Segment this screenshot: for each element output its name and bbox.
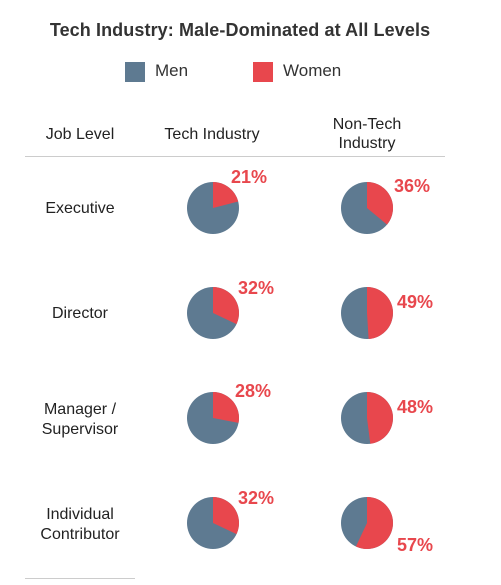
legend-label-men: Men [155, 61, 189, 80]
row-label-executive: Executive [20, 199, 140, 219]
column-header-tech: Tech Industry [164, 126, 260, 143]
row-label-individual: Individual Contributor [20, 505, 140, 545]
pct-label-nontech-3: 57% [397, 535, 433, 555]
row-label-line1: Executive [45, 200, 115, 217]
row-label-manager: Manager / Supervisor [20, 400, 140, 440]
pie-slice-women-tech-0 [213, 182, 239, 208]
legend-swatch-women [253, 62, 273, 82]
pct-label-tech-3: 32% [238, 488, 274, 508]
legend-label-women: Women [283, 61, 342, 80]
column-header-nontech: Non-Tech Industry [300, 115, 434, 153]
pct-label-tech-2: 28% [235, 381, 271, 401]
pie-slice-women-nontech-3 [355, 497, 393, 549]
row-label-line1: Manager / [43, 401, 117, 418]
pie-slice-women-nontech-2 [367, 392, 394, 444]
legend-swatch-men [125, 62, 145, 82]
row-label-line2: Contributor [40, 526, 120, 543]
pie-slice-women-nontech-0 [367, 182, 394, 225]
legend: Men Women [0, 60, 480, 84]
column-header-nontech-line2: Industry [338, 135, 396, 152]
column-header-job-level: Job Level [45, 126, 115, 143]
pie-slice-women-tech-2 [213, 392, 240, 423]
footer-divider [25, 578, 135, 579]
pct-label-nontech-1: 49% [397, 292, 433, 312]
row-label-line2: Supervisor [41, 421, 119, 438]
pie-slice-women-tech-1 [213, 287, 240, 325]
pct-label-nontech-0: 36% [394, 176, 430, 196]
pct-label-nontech-2: 48% [397, 397, 433, 417]
column-header-nontech-line1: Non-Tech [332, 116, 402, 133]
row-label-line1: Director [51, 305, 108, 322]
pct-label-tech-1: 32% [238, 278, 274, 298]
row-label-line1: Individual [46, 506, 114, 523]
pie-slice-women-tech-3 [213, 497, 240, 535]
row-label-director: Director [20, 304, 140, 324]
header-divider [25, 156, 445, 157]
chart-title: Tech Industry: Male-Dominated at All Lev… [49, 20, 431, 40]
pct-label-tech-0: 21% [231, 167, 267, 187]
pie-slice-women-nontech-1 [367, 287, 394, 339]
